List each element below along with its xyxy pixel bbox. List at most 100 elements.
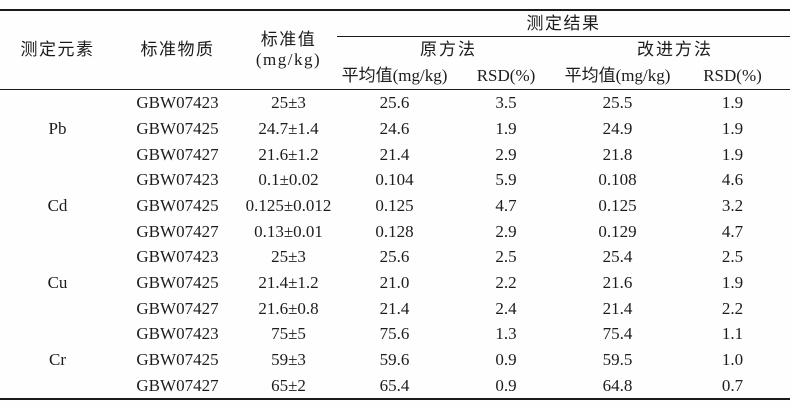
material-cell: GBW07423: [136, 247, 219, 267]
avg-improved-cell: 59.5: [602, 350, 633, 370]
standard-value-cell: 21.6±1.2: [258, 144, 319, 164]
header-avg-improved: 平均值(mg/kg): [560, 63, 675, 90]
table-row: Cr GBW07423 75±5 75.6 1.3 75.4 1.1: [0, 321, 790, 369]
material-cell: GBW07425: [136, 273, 219, 293]
material-cell: GBW07425: [136, 350, 219, 370]
avg-improved-cell: 21.8: [602, 144, 633, 164]
material-cell: GBW07423: [136, 93, 219, 113]
avg-original-cell: 24.6: [379, 118, 410, 138]
material-cell: GBW07425: [136, 195, 219, 215]
standard-value-cell: 59±3: [271, 350, 306, 370]
rsd-improved-cell: 1.1: [721, 324, 744, 344]
header-row-1: 测定元素 标准物质 标准值 (mg/kg) 测定结果: [0, 10, 790, 90]
material-cell: GBW07425: [136, 118, 219, 138]
header-material: 标准物质: [115, 10, 240, 90]
avg-improved-cell: 25.5: [602, 93, 633, 113]
table-row: GBW07427 21.6±1.2 21.4 2.9 21.8 1.9: [0, 141, 790, 167]
header-row-3: 平均值(mg/kg) RSD(%) 平均值(mg/kg) RSD(%): [0, 63, 790, 90]
rsd-original-cell: 2.9: [495, 221, 517, 241]
rsd-improved-cell: 4.7: [721, 221, 744, 241]
header-method-original: 原方法: [420, 40, 477, 60]
rsd-original-cell: 1.3: [495, 324, 517, 344]
table-row: GBW07427 65±2 65.4 0.9 64.8 0.7: [0, 373, 790, 400]
header-result-group: 测定结果: [337, 10, 790, 37]
header-rsd-improved: RSD(%): [675, 63, 790, 90]
standard-value-cell: 0.125±0.012: [245, 195, 332, 215]
rsd-improved-cell: 1.9: [721, 144, 744, 164]
rsd-original-cell: 2.2: [495, 273, 517, 293]
header-standard-value-text: 标准值 (mg/kg): [255, 30, 322, 69]
element-cell: Cr: [49, 350, 66, 370]
material-cell: GBW07427: [136, 144, 219, 164]
material-cell: GBW07427: [136, 375, 219, 395]
standard-value-cell: 24.7±1.4: [258, 118, 319, 138]
rsd-improved-cell: 3.2: [721, 195, 744, 215]
table-row: Pb GBW07423 25±3 25.6 3.5 25.5 1.9: [0, 90, 790, 138]
element-cell: Pb: [48, 118, 67, 138]
avg-improved-cell: 0.125: [598, 195, 637, 215]
standard-value-cell: 25±3: [271, 247, 306, 267]
avg-improved-cell: 25.4: [602, 247, 633, 267]
rsd-original-cell: 4.7: [495, 195, 517, 215]
material-cell: GBW07427: [136, 221, 219, 241]
table-row: GBW07427 21.6±0.8 21.4 2.4 21.4 2.2: [0, 296, 790, 322]
rsd-original-cell: 0.9: [495, 375, 517, 395]
avg-improved-cell: 21.6: [602, 273, 633, 293]
rsd-original-cell: 2.4: [495, 298, 517, 318]
avg-original-cell: 21.0: [379, 273, 410, 293]
avg-original-cell: 21.4: [379, 298, 410, 318]
rsd-original-cell: 0.9: [495, 350, 517, 370]
rsd-improved-cell: 1.9: [721, 118, 744, 138]
rsd-improved-cell: 1.0: [721, 350, 744, 370]
header-method-improved: 改进方法: [637, 40, 713, 60]
header-standard-value: 标准值 (mg/kg): [240, 10, 337, 90]
avg-improved-cell: 0.129: [598, 221, 637, 241]
material-cell: GBW07423: [136, 170, 219, 190]
header-element: 测定元素: [0, 10, 115, 90]
header-row-2: 原方法 改进方法: [0, 37, 790, 64]
avg-improved-cell: 21.4: [602, 298, 633, 318]
rsd-improved-cell: 2.2: [721, 298, 744, 318]
rsd-improved-cell: 2.5: [721, 247, 744, 267]
table-row: Cd GBW07423 0.1±0.02 0.104 5.9 0.108 4.6: [0, 167, 790, 215]
standard-value-cell: 65±2: [271, 375, 306, 395]
standard-value-cell: 25±3: [271, 93, 306, 113]
element-cell: Cd: [47, 195, 68, 215]
standard-value-cell: 0.13±0.01: [254, 221, 323, 241]
table-row: GBW07425 0.125±0.012 0.125 4.7 0.125 3.2: [0, 193, 790, 219]
table-row: GBW07425 24.7±1.4 24.6 1.9 24.9 1.9: [0, 116, 790, 142]
material-cell: GBW07427: [136, 298, 219, 318]
table-row: GBW07425 21.4±1.2 21.0 2.2 21.6 1.9: [0, 270, 790, 296]
rsd-improved-cell: 1.9: [721, 93, 744, 113]
rsd-improved-cell: 4.6: [721, 170, 744, 190]
element-cell: Cu: [47, 273, 68, 293]
header-rsd-original: RSD(%): [452, 63, 560, 90]
avg-original-cell: 25.6: [379, 93, 410, 113]
standard-value-cell: 21.6±0.8: [258, 298, 319, 318]
table-row: GBW07427 0.13±0.01 0.128 2.9 0.129 4.7: [0, 218, 790, 244]
avg-improved-cell: 0.108: [598, 170, 637, 190]
rsd-original-cell: 2.9: [495, 144, 517, 164]
material-cell: GBW07423: [136, 324, 219, 344]
standard-value-cell: 75±5: [271, 324, 306, 344]
avg-original-cell: 59.6: [379, 350, 410, 370]
avg-original-cell: 0.128: [375, 221, 414, 241]
rsd-improved-cell: 0.7: [721, 375, 744, 395]
avg-original-cell: 21.4: [379, 144, 410, 164]
avg-original-cell: 65.4: [379, 375, 410, 395]
avg-improved-cell: 64.8: [602, 375, 633, 395]
rsd-original-cell: 2.5: [495, 247, 517, 267]
avg-improved-cell: 75.4: [602, 324, 633, 344]
avg-original-cell: 0.125: [375, 195, 414, 215]
avg-improved-cell: 24.9: [602, 118, 633, 138]
standard-value-cell: 21.4±1.2: [258, 273, 319, 293]
rsd-original-cell: 3.5: [495, 93, 517, 113]
rsd-original-cell: 1.9: [495, 118, 517, 138]
avg-original-cell: 0.104: [375, 170, 414, 190]
header-avg-original: 平均值(mg/kg): [337, 63, 452, 90]
table-row: Cu GBW07423 25±3 25.6 2.5 25.4 2.5: [0, 244, 790, 292]
measurement-results-table: 测定元素 标准物质 标准值 (mg/kg) 测定结果 原方法 改进方法 平均值(m…: [0, 9, 790, 401]
rsd-improved-cell: 1.9: [721, 273, 744, 293]
standard-value-cell: 0.1±0.02: [258, 170, 319, 190]
